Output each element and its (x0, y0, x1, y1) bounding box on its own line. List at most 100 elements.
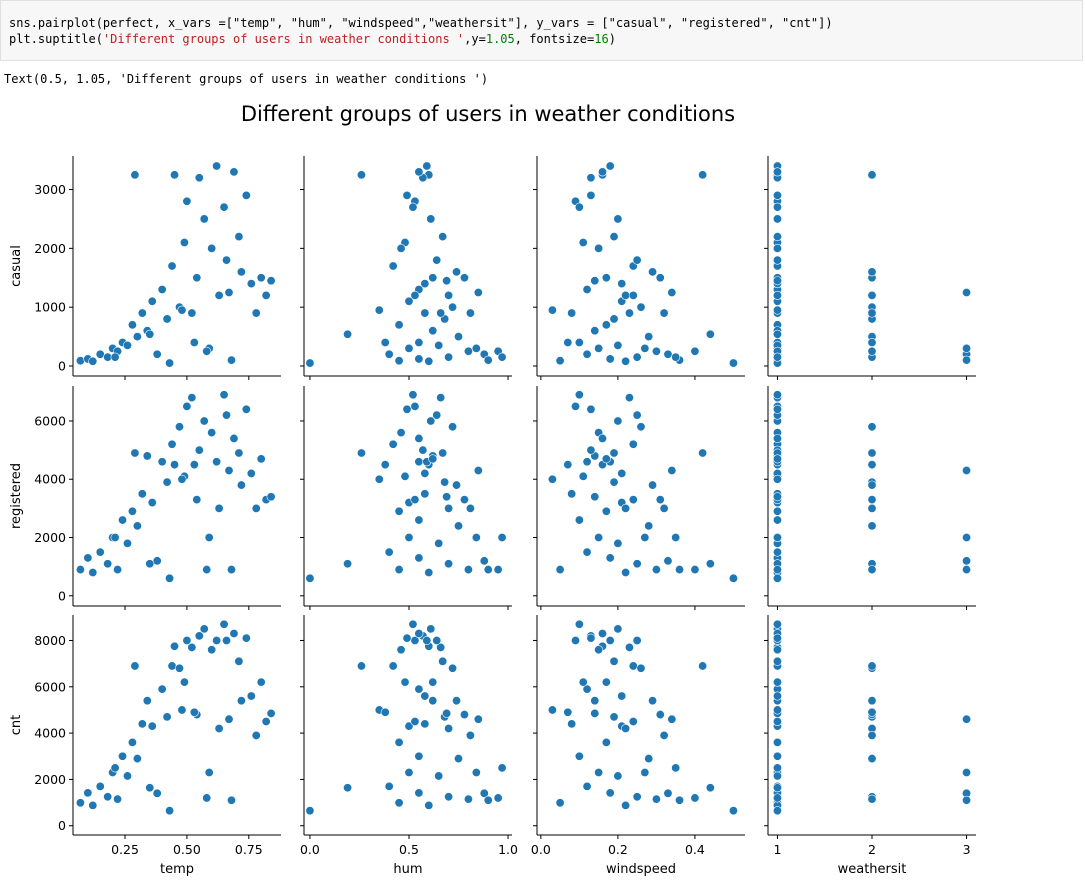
scatter-point (165, 806, 175, 816)
scatter-point (497, 352, 507, 362)
scatter-point (667, 466, 677, 476)
scatter-point (222, 255, 232, 265)
scatter-point (574, 751, 584, 761)
scatter-point (597, 433, 607, 443)
scatter-point (187, 642, 197, 652)
scatter-point (628, 290, 638, 300)
scatter-point (644, 521, 654, 531)
scatter-point (454, 521, 464, 531)
scatter-point (582, 547, 592, 557)
scatter-point (675, 565, 685, 575)
y-tick-label: 4000 (34, 726, 66, 741)
scatter-point (772, 190, 782, 200)
scatter-point (594, 767, 604, 777)
scatter-point (772, 547, 782, 557)
scatter-point (663, 556, 673, 566)
scatter-point (563, 460, 573, 470)
scatter-point (473, 714, 483, 724)
scatter-point (454, 754, 464, 764)
y-tick-label: 3000 (34, 182, 66, 197)
scatter-point (224, 466, 234, 476)
scatter-point (343, 329, 353, 339)
scatter-point (667, 287, 677, 297)
scatter-point (222, 635, 232, 645)
scatter-point (226, 565, 236, 575)
scatter-point (644, 754, 654, 764)
scatter-point (145, 783, 155, 793)
scatter-point (410, 717, 420, 727)
scatter-point (110, 533, 120, 543)
scatter-point (463, 346, 473, 356)
scatter-point (454, 332, 464, 342)
code-cell[interactable]: sns.pairplot(perfect, x_vars =["temp", "… (0, 0, 1083, 61)
scatter-point (420, 719, 430, 729)
scatter-point (192, 273, 202, 283)
x-tick-label: 3 (963, 842, 971, 857)
code-token: ,y= (464, 32, 486, 46)
scatter-point (867, 346, 877, 356)
scatter-point (204, 767, 214, 777)
scatter-point (867, 707, 877, 717)
scatter-point (414, 354, 424, 364)
scatter-point (772, 404, 782, 414)
scatter-point (493, 565, 503, 575)
scatter-point (772, 717, 782, 727)
scatter-point (594, 645, 604, 655)
scatter-point (651, 794, 661, 804)
scatter-point (471, 533, 481, 543)
scatter-point (305, 806, 315, 816)
scatter-point (582, 684, 592, 694)
scatter-point (867, 308, 877, 318)
scatter-point (408, 202, 418, 212)
scatter-point (772, 506, 782, 516)
scatter-point (414, 788, 424, 798)
scatter-point (305, 358, 315, 368)
y-tick-label: 2000 (34, 772, 66, 787)
scatter-point (617, 468, 627, 478)
scatter-point (410, 401, 420, 411)
scatter-point (408, 619, 418, 629)
scatter-point (867, 754, 877, 764)
scatter-point (266, 276, 276, 286)
scatter-point (212, 635, 222, 645)
scatter-point (226, 795, 236, 805)
scatter-point (624, 642, 634, 652)
scatter-point (609, 712, 619, 722)
scatter-point (663, 349, 673, 359)
scatter-point (690, 565, 700, 575)
scatter-point (571, 635, 581, 645)
scatter-point (122, 340, 132, 350)
scatter-point (648, 696, 658, 706)
x-tick-label: 0.75 (235, 842, 263, 857)
scatter-point (867, 661, 877, 671)
scatter-point (613, 340, 623, 350)
scatter-point (202, 346, 212, 356)
scatter-point (594, 343, 604, 353)
scatter-point (605, 635, 615, 645)
scatter-point (132, 754, 142, 764)
scatter-point (396, 428, 406, 438)
scatter-point (394, 565, 404, 575)
scatter-point (640, 533, 650, 543)
scatter-point (428, 326, 438, 336)
scatter-point (130, 448, 140, 458)
scatter-point (590, 492, 600, 502)
scatter-point (483, 565, 493, 575)
scatter-point (95, 547, 105, 557)
scatter-point (396, 645, 406, 655)
scatter-point (130, 170, 140, 180)
scatter-point (83, 788, 93, 798)
y-tick-label: 2000 (34, 241, 66, 256)
x-tick-label: 0.0 (300, 842, 320, 857)
scatter-point (586, 190, 596, 200)
scatter-point (118, 751, 128, 761)
scatter-point (667, 714, 677, 724)
scatter-point (241, 190, 251, 200)
scatter-point (152, 349, 162, 359)
scatter-point (640, 343, 650, 353)
scatter-point (404, 767, 414, 777)
scatter-point (574, 619, 584, 629)
scatter-point (132, 332, 142, 342)
scatter-point (428, 696, 438, 706)
scatter-point (586, 445, 596, 455)
